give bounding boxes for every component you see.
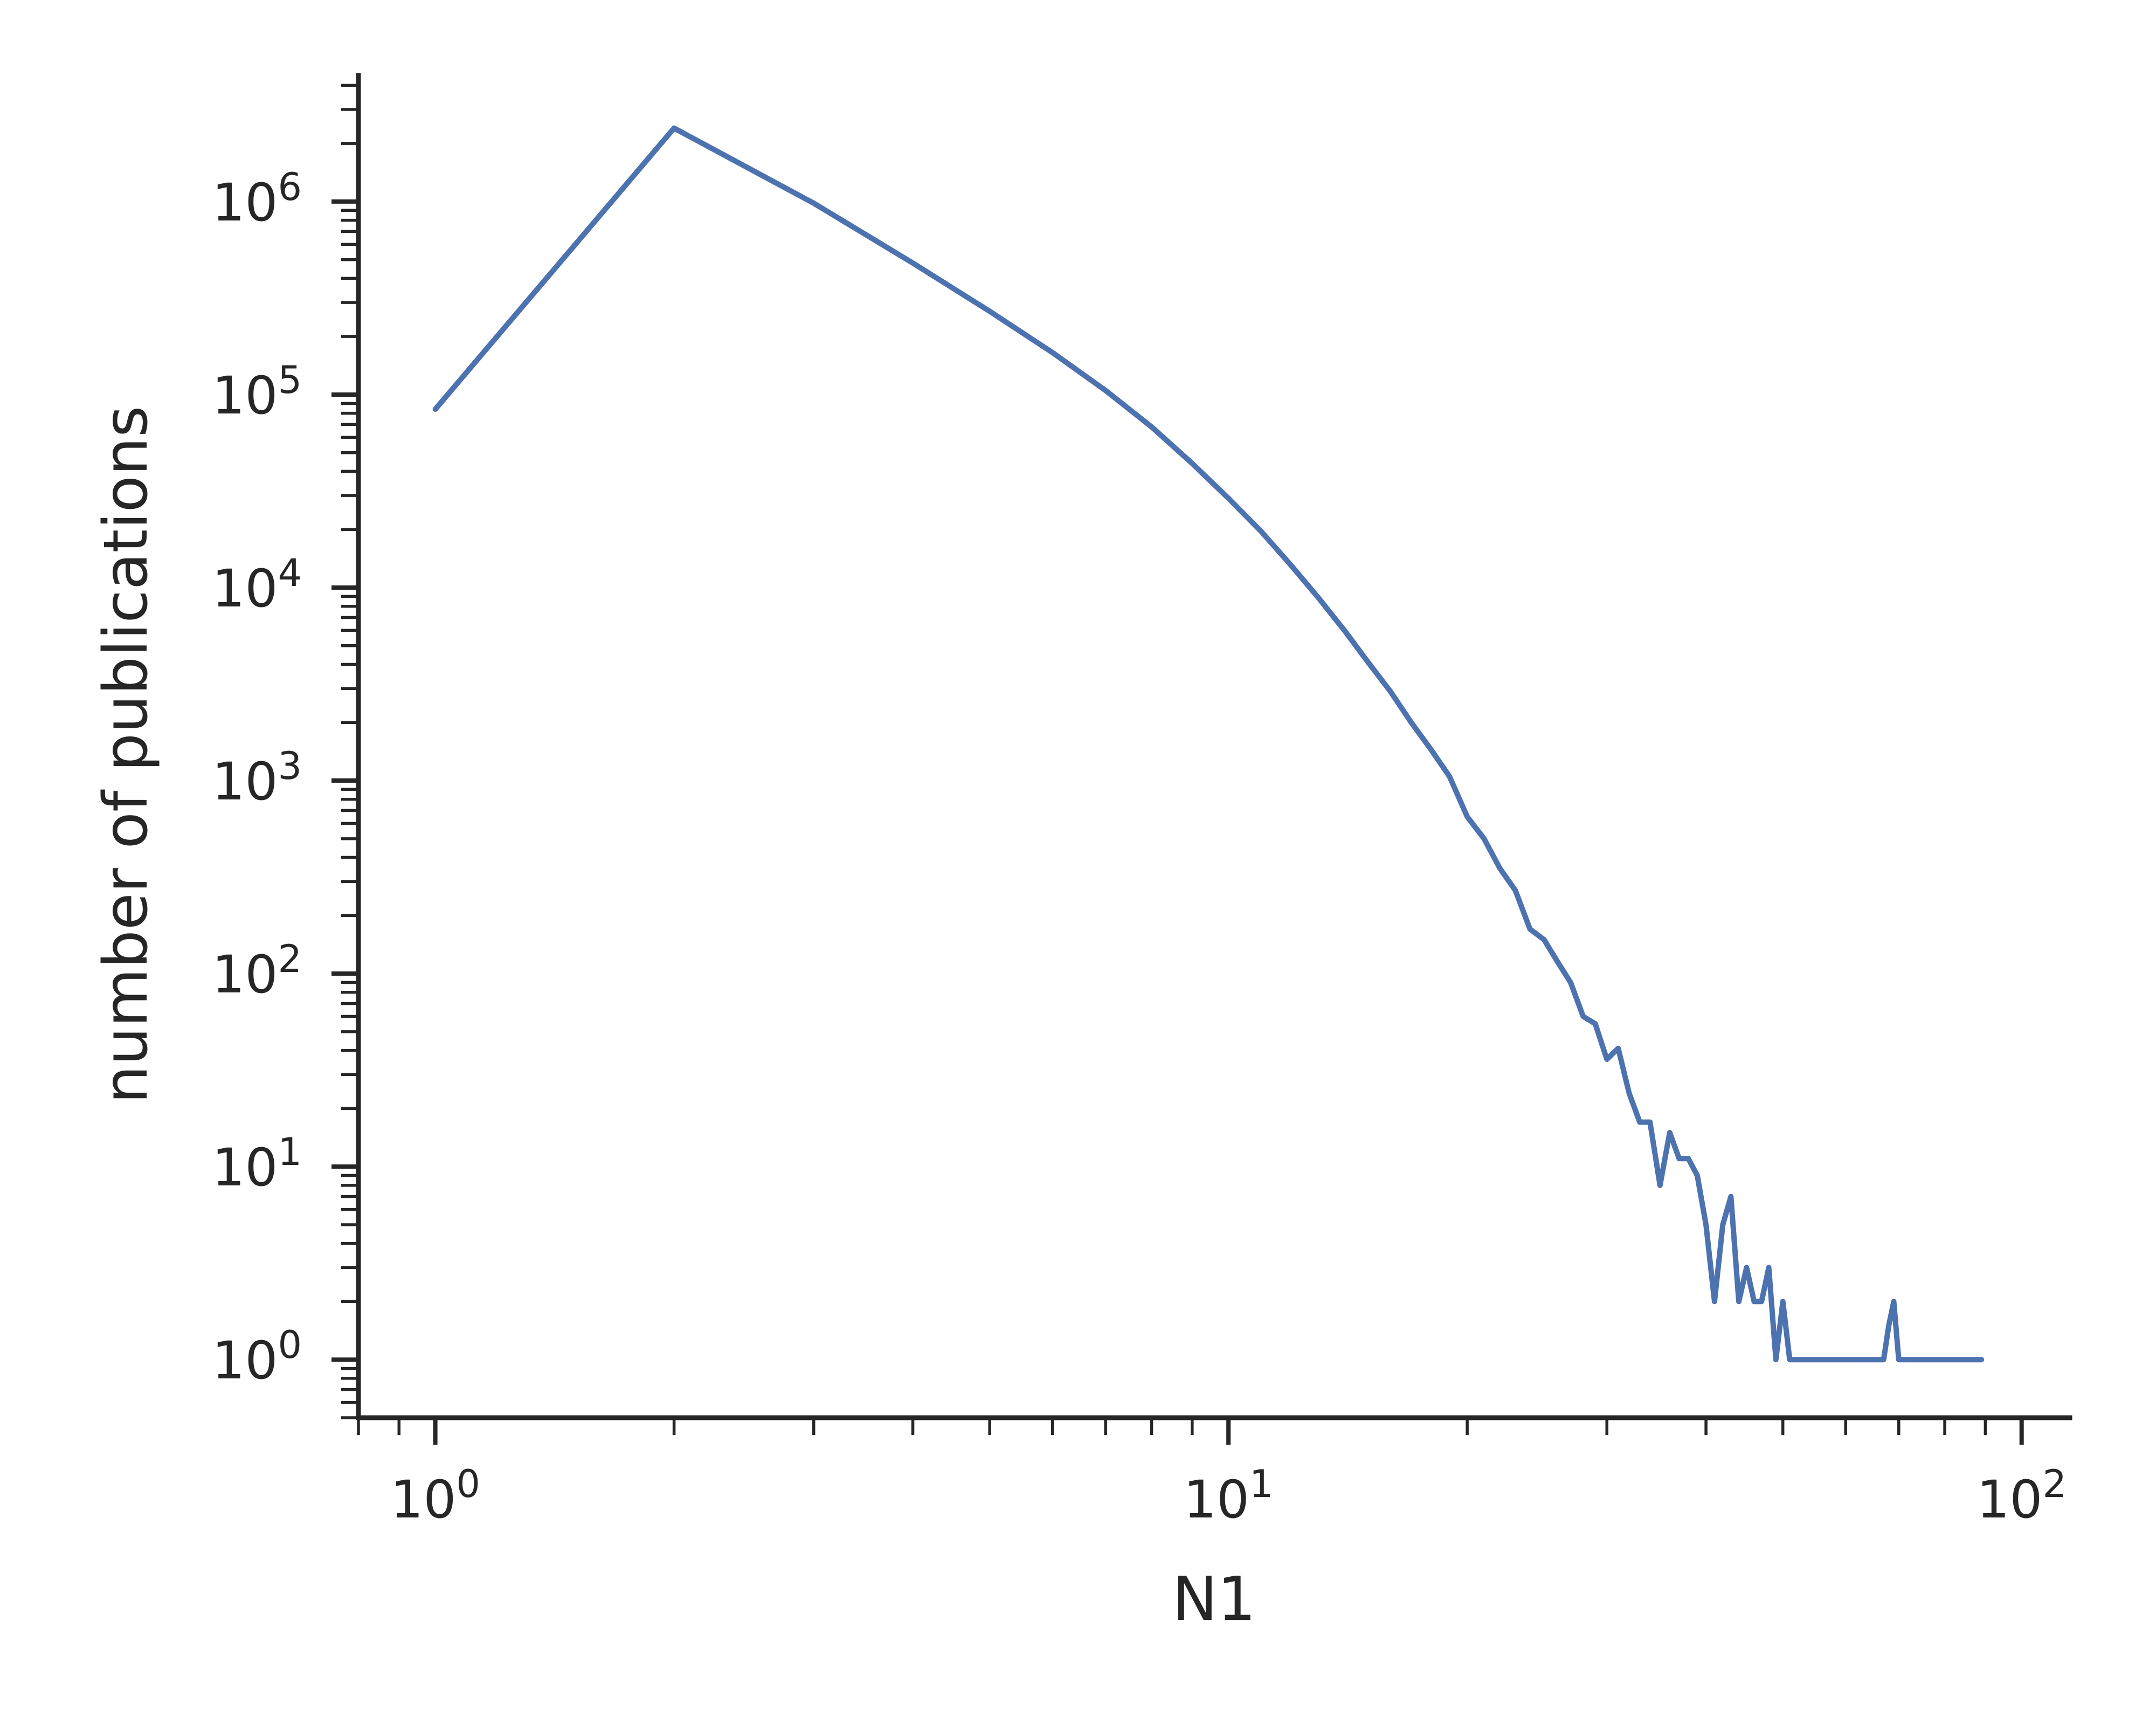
x-tick-label: 102	[1977, 1462, 2067, 1530]
y-tick-label: 100	[212, 1323, 302, 1391]
y-axis-ticks: 100 101 102 103 104 105 106	[212, 84, 358, 1419]
y-tick-label: 101	[212, 1130, 302, 1198]
series-line	[432, 125, 1985, 1363]
x-axis-ticks: 100 101 102	[357, 1418, 2067, 1530]
y-tick-label: 102	[212, 937, 302, 1005]
x-axis-label: N1	[1172, 1564, 1256, 1634]
series-group	[432, 125, 1985, 1363]
y-tick-label: 104	[212, 551, 302, 619]
y-tick-label: 106	[212, 165, 302, 233]
x-tick-label: 101	[1184, 1462, 1274, 1530]
y-axis-label: number of publications	[91, 406, 161, 1104]
y-tick-label: 105	[212, 358, 302, 426]
x-tick-label: 100	[390, 1462, 480, 1530]
y-tick-label: 103	[212, 744, 302, 812]
